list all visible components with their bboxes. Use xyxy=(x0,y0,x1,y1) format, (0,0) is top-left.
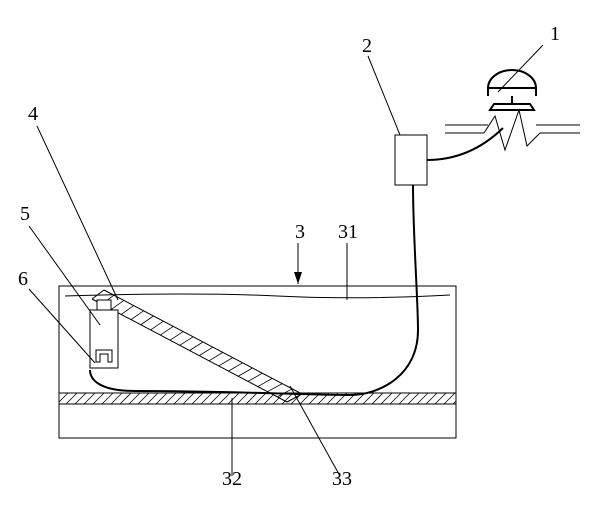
label-l4: 4 xyxy=(28,103,38,125)
label-l1: 1 xyxy=(550,23,560,45)
label-l32: 32 xyxy=(222,468,242,490)
label-l2: 2 xyxy=(362,35,372,57)
label-l33: 33 xyxy=(332,468,352,490)
label-l3: 3 xyxy=(295,221,305,243)
label-l31: 31 xyxy=(338,221,358,243)
label-l5: 5 xyxy=(20,203,30,225)
label-l6: 6 xyxy=(18,268,28,290)
